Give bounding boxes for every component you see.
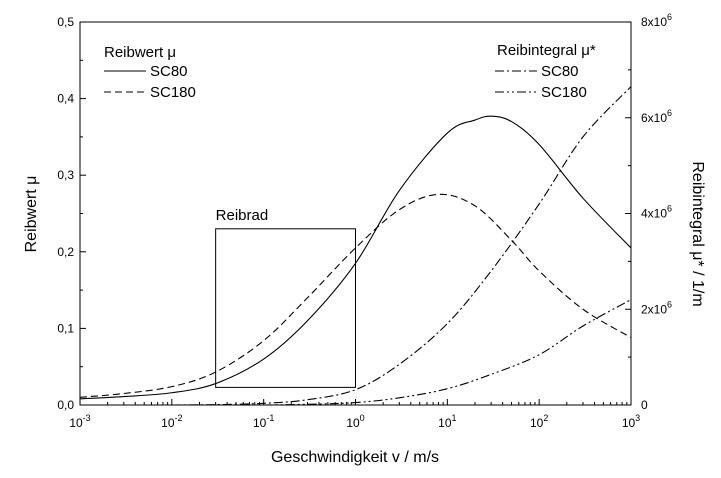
ticks-group: 10-3 10-2 10-1 100 101 102 103 0,0 0,1 0,2 0,3 0,4 0… [57,12,672,430]
x-tick-label: 103 [622,413,640,430]
series-group [79,86,632,406]
legend-group: Reibwert μ SC80 SC180 Reibintegral μ* SC80 SC… [104,42,596,101]
reibrad-label: Reibrad [216,207,269,224]
y-left-tick-label: 0,0 [57,398,74,412]
y-left-tick-label: 0,1 [57,321,74,335]
x-tick-label: 100 [346,413,364,430]
x-axis-title: Geschwindigkeit v / m/s [271,449,439,466]
y-left-tick-label: 0,4 [57,92,74,106]
legend-right-entry: SC180 [541,84,587,101]
x-tick-label: 101 [438,413,456,430]
legend-left-entry: SC180 [150,84,196,101]
series-line-reibintegral-sc180 [263,299,632,406]
legend-right-title: Reibintegral μ* [497,42,596,59]
legend-left-entry: SC80 [150,63,188,80]
annotation-group: Reibrad [215,207,356,388]
series-line-reibwert-sc180 [79,193,632,398]
y-right-tick-label: 6x106 [641,108,672,125]
y-axis-right-title: Reibintegral μ* / 1/m [689,161,706,306]
y-right-tick-label: 2x106 [641,299,672,316]
x-tick-label: 10-2 [161,413,182,430]
y-left-tick-label: 0,3 [57,168,74,182]
reibrad-box [215,228,356,388]
y-axis-left-title: Reibwert μ [23,176,40,253]
y-right-tick-label: 4x106 [641,204,672,221]
y-left-tick-label: 0,5 [57,15,74,29]
x-tick-label: 102 [530,413,548,430]
legend-right-entry: SC80 [541,63,579,80]
series-line-reibintegral-sc80 [171,86,632,406]
y-right-tick-label: 0 [641,398,648,412]
y-left-tick-label: 0,2 [57,245,74,259]
x-tick-label: 10-1 [253,413,274,430]
legend-left-title: Reibwert μ [104,44,176,61]
y-right-tick-label: 8x106 [641,12,672,29]
x-tick-label: 10-3 [69,413,90,430]
series-line-reibwert-sc80 [79,115,632,400]
